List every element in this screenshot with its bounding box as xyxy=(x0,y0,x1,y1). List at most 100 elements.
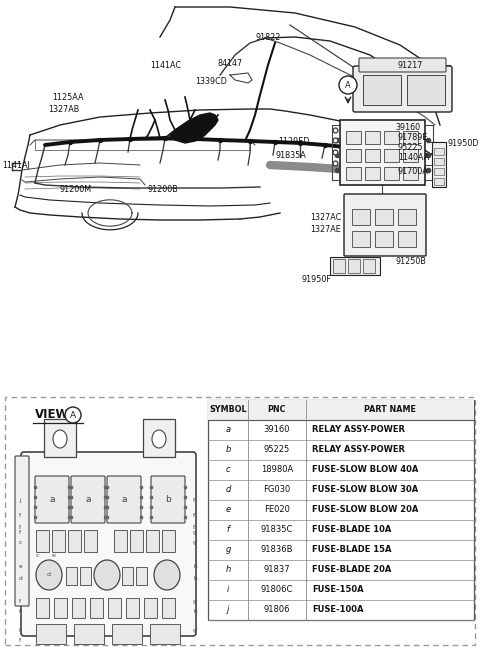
Text: 91250B: 91250B xyxy=(396,257,427,267)
Text: 91789E: 91789E xyxy=(398,132,428,141)
Text: 95225: 95225 xyxy=(398,143,424,151)
Text: a: a xyxy=(121,495,127,504)
Text: FUSE-SLOW BLOW 30A: FUSE-SLOW BLOW 30A xyxy=(312,485,418,495)
Bar xyxy=(346,167,361,180)
Bar xyxy=(346,131,361,144)
Text: FG030: FG030 xyxy=(264,485,290,495)
Text: 1125AA: 1125AA xyxy=(52,92,84,102)
Text: 1327AE: 1327AE xyxy=(310,225,341,234)
Text: a: a xyxy=(226,426,230,434)
Text: 1141AJ: 1141AJ xyxy=(2,160,30,170)
Bar xyxy=(44,419,76,457)
Text: 1141AC: 1141AC xyxy=(150,60,181,69)
Text: 91836B: 91836B xyxy=(261,546,293,555)
Bar xyxy=(162,598,175,618)
Text: 18980A: 18980A xyxy=(261,466,293,474)
Text: 84147: 84147 xyxy=(218,58,243,67)
Text: c: c xyxy=(19,540,22,545)
Bar xyxy=(403,149,418,162)
Bar xyxy=(136,567,147,585)
Bar xyxy=(66,567,77,585)
Bar xyxy=(84,530,97,552)
Text: RELAY ASSY-POWER: RELAY ASSY-POWER xyxy=(312,426,405,434)
Bar xyxy=(434,148,444,155)
FancyBboxPatch shape xyxy=(21,452,196,636)
Bar xyxy=(375,209,393,225)
Text: 39160: 39160 xyxy=(395,122,420,132)
Bar xyxy=(333,259,345,273)
Text: i: i xyxy=(227,586,229,595)
Bar xyxy=(340,120,425,185)
Bar xyxy=(54,598,67,618)
Bar xyxy=(80,567,91,585)
FancyBboxPatch shape xyxy=(71,476,105,523)
Bar xyxy=(352,209,370,225)
Text: d: d xyxy=(47,572,51,578)
Bar xyxy=(330,257,380,275)
Ellipse shape xyxy=(53,430,67,448)
Ellipse shape xyxy=(36,560,62,590)
Bar xyxy=(143,419,175,457)
Text: h: h xyxy=(226,565,230,574)
Bar xyxy=(434,178,444,185)
Circle shape xyxy=(339,76,357,94)
Text: a: a xyxy=(49,495,55,504)
Text: FUSE-BLADE 10A: FUSE-BLADE 10A xyxy=(312,525,391,534)
Text: 91806: 91806 xyxy=(264,605,290,614)
Text: 1140AA: 1140AA xyxy=(398,153,429,162)
Text: FE020: FE020 xyxy=(264,506,290,514)
Text: VIEW: VIEW xyxy=(35,409,70,422)
Bar xyxy=(384,167,399,180)
Text: RELAY ASSY-POWER: RELAY ASSY-POWER xyxy=(312,445,405,455)
Text: 91950D: 91950D xyxy=(448,138,480,147)
Text: 1339CD: 1339CD xyxy=(195,77,227,86)
FancyBboxPatch shape xyxy=(151,476,185,523)
Bar xyxy=(52,530,65,552)
Text: SYMBOL: SYMBOL xyxy=(209,405,247,415)
Text: FUSE-SLOW BLOW 40A: FUSE-SLOW BLOW 40A xyxy=(312,466,419,474)
Text: 91217: 91217 xyxy=(398,60,423,69)
Bar xyxy=(108,598,121,618)
Text: b: b xyxy=(225,445,231,455)
Bar xyxy=(365,131,380,144)
Text: f: f xyxy=(19,599,21,604)
Text: FUSE-150A: FUSE-150A xyxy=(312,586,364,595)
Text: 1327AB: 1327AB xyxy=(48,105,79,113)
Text: g: g xyxy=(193,599,197,604)
Text: 91200B: 91200B xyxy=(148,185,179,195)
Text: f: f xyxy=(227,525,229,534)
Text: PNC: PNC xyxy=(268,405,286,415)
Bar xyxy=(112,624,142,644)
Bar xyxy=(363,75,401,105)
Bar xyxy=(130,530,143,552)
Bar xyxy=(365,167,380,180)
Bar xyxy=(208,400,474,620)
Text: f: f xyxy=(193,525,195,530)
FancyBboxPatch shape xyxy=(15,456,29,606)
Bar xyxy=(403,131,418,144)
Text: 91806C: 91806C xyxy=(261,586,293,595)
Bar xyxy=(434,168,444,175)
Bar xyxy=(144,598,157,618)
Text: 91700A: 91700A xyxy=(398,166,429,176)
Text: FUSE-100A: FUSE-100A xyxy=(312,605,363,614)
Text: 95225: 95225 xyxy=(264,445,290,455)
Text: g: g xyxy=(193,628,197,633)
Bar xyxy=(375,231,393,247)
Ellipse shape xyxy=(94,560,120,590)
Text: f: f xyxy=(19,638,21,643)
Text: f: f xyxy=(19,609,21,614)
Polygon shape xyxy=(170,113,218,143)
Text: b: b xyxy=(165,495,171,504)
Text: e: e xyxy=(52,553,56,558)
Text: 91837: 91837 xyxy=(264,565,290,574)
Bar xyxy=(36,624,66,644)
Text: f: f xyxy=(19,525,21,530)
Text: g: g xyxy=(193,540,197,545)
Text: f: f xyxy=(193,498,195,503)
Bar xyxy=(434,158,444,165)
Text: 91822: 91822 xyxy=(255,33,280,41)
Text: FUSE-BLADE 20A: FUSE-BLADE 20A xyxy=(312,565,391,574)
Bar xyxy=(90,598,103,618)
Bar xyxy=(146,530,159,552)
